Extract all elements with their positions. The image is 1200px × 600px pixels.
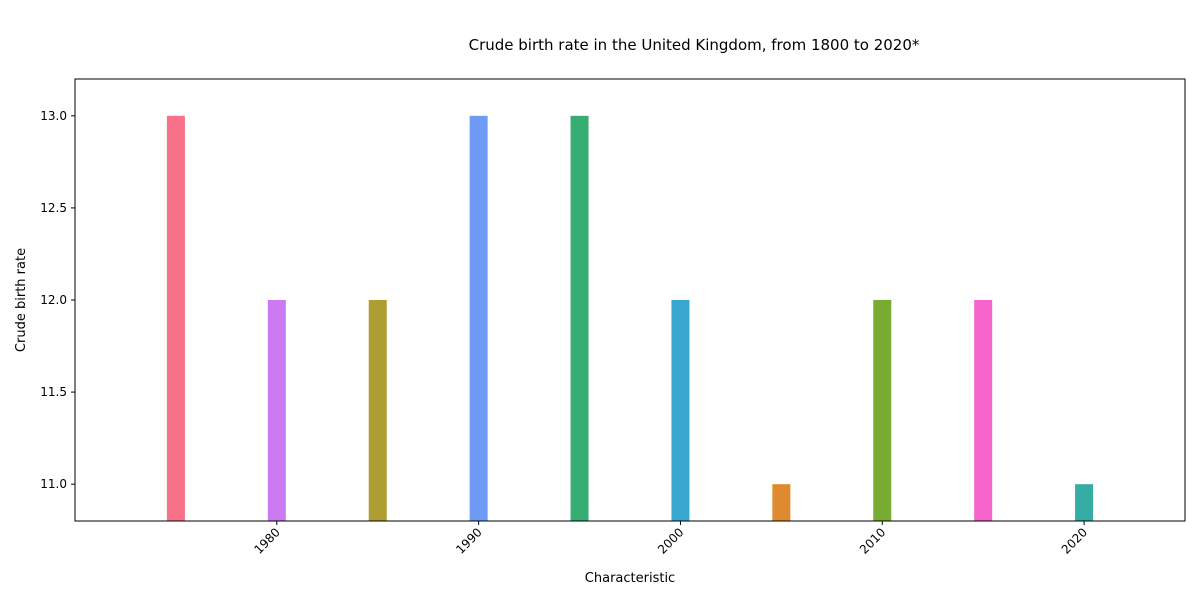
x-tick-label: 1990	[453, 525, 484, 556]
bar-1985	[368, 300, 387, 521]
x-tick-label: 2010	[857, 525, 888, 556]
x-tick-label: 2020	[1059, 525, 1090, 556]
plot-frame	[74, 78, 1186, 522]
bars-group	[166, 115, 1094, 521]
bar-1990	[469, 115, 488, 521]
bar-2010	[873, 300, 892, 521]
y-tick-label: 13.0	[40, 109, 67, 123]
chart-title: Crude birth rate in the United Kingdom, …	[469, 36, 920, 54]
bar-2015	[974, 300, 993, 521]
bar-2020	[1075, 484, 1094, 521]
bar-1980	[267, 300, 286, 521]
x-axis: 1980 1990 2000 2010 2020	[251, 521, 1090, 557]
y-tick-label: 12.5	[40, 201, 67, 215]
x-tick-label: 1980	[251, 525, 282, 556]
y-tick-label: 12.0	[40, 293, 67, 307]
bar-1995	[570, 115, 589, 521]
y-axis-label: Crude birth rate	[14, 248, 29, 352]
bar-2005	[772, 484, 791, 521]
x-axis-label: Characteristic	[585, 571, 675, 586]
x-tick-label: 2000	[655, 525, 686, 556]
bar-2000	[671, 300, 690, 521]
y-axis: 11.0 11.5 12.0 12.5 13.0	[40, 109, 75, 491]
y-tick-label: 11.0	[40, 477, 67, 491]
bar-1975	[166, 115, 185, 521]
y-tick-label: 11.5	[40, 385, 67, 399]
